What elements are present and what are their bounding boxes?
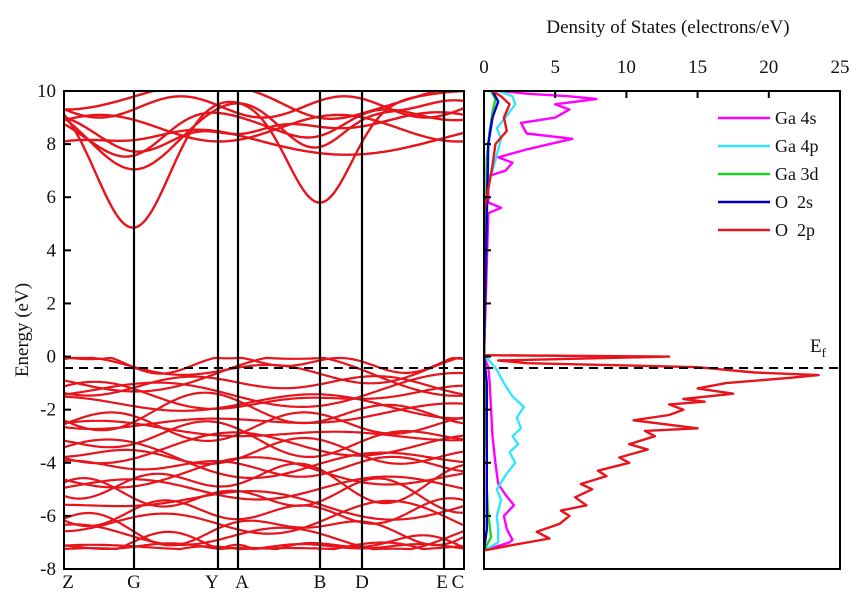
legend-label: Ga 4s (775, 108, 817, 128)
dos-x-tick-label: 15 (688, 57, 707, 78)
band-y-tick-label: -8 (40, 559, 56, 580)
conduction-band-line (64, 91, 441, 120)
y-axis-label: Energy (eV) (12, 283, 33, 377)
band-y-tick-label: 10 (37, 81, 56, 102)
valence-band-line (64, 475, 464, 501)
valence-band-line (64, 380, 464, 410)
dos-panel-frame (483, 90, 841, 570)
valence-band-line (64, 402, 464, 431)
band-y-tick-label: -6 (40, 506, 56, 527)
dos-x-tick-label: 0 (479, 57, 489, 78)
kpoint-label-b: B (314, 572, 327, 593)
valence-band-line (64, 523, 464, 551)
conduction-band-line (64, 108, 464, 158)
valence-band-line (64, 431, 464, 465)
valence-band-line (64, 420, 464, 458)
dos-series-o-2p (484, 91, 820, 552)
valence-band-line (64, 542, 464, 551)
valence-band-line (64, 411, 464, 442)
valence-band-line (64, 499, 464, 535)
dos-series-ga-4s (484, 91, 598, 552)
valence-band-line (64, 511, 464, 547)
valence-band-line (64, 356, 464, 385)
band-y-tick-label: 4 (47, 240, 57, 261)
valence-band-line (64, 456, 464, 489)
legend-label: Ga 4p (775, 136, 819, 156)
valence-band-line (64, 436, 464, 465)
dos-legend: Ga 4s Ga 4p Ga 3d O 2s O 2p (718, 108, 819, 240)
band-y-tick-label: 8 (47, 134, 57, 155)
dos-x-tick-label: 5 (550, 57, 560, 78)
conduction-band-line (64, 95, 464, 119)
band-panel-frame (63, 90, 465, 570)
band-y-tick-label: 2 (47, 293, 57, 314)
valence-band-line (64, 489, 464, 521)
valence-band-line (64, 438, 464, 480)
dos-x-tick-label: 10 (617, 57, 636, 78)
legend-label: O 2p (775, 220, 815, 240)
kpoint-label-y: Y (205, 572, 219, 593)
kpoint-label-a: A (235, 572, 249, 593)
dos-x-tick-label: 25 (831, 57, 850, 78)
kpoint-label-g: G (127, 572, 141, 593)
valence-band-line (64, 497, 464, 528)
valence-band-line (64, 393, 464, 420)
dos-title: Density of States (electrons/eV) (546, 17, 789, 38)
conduction-band-line (64, 128, 464, 156)
band-y-tick-label: 0 (47, 347, 57, 368)
valence-band-line (64, 455, 464, 478)
conduction-band-line (64, 110, 464, 153)
band-y-tick-label: -4 (40, 453, 56, 474)
dos-series-ga-4p (484, 91, 526, 552)
dos-series-o-2s (484, 91, 500, 551)
kpoint-label-z: Z (62, 572, 74, 593)
band-y-tick-label: 6 (47, 187, 57, 208)
legend-label: Ga 3d (775, 164, 819, 184)
kpoint-label-c: C (452, 572, 465, 593)
fermi-level-label: Ef (810, 336, 827, 360)
legend-label: O 2s (775, 192, 813, 212)
kpoint-label-e: E (436, 572, 448, 593)
valence-band-line (64, 476, 464, 514)
dos-x-tick-label: 20 (759, 57, 778, 78)
conduction-band-line (64, 113, 464, 143)
kpoint-label-d: D (355, 572, 369, 593)
dos-panel: 0 5 10 15 20 25 Density of States (electrons/… (479, 17, 850, 570)
band-y-tick-label: -2 (40, 400, 56, 421)
